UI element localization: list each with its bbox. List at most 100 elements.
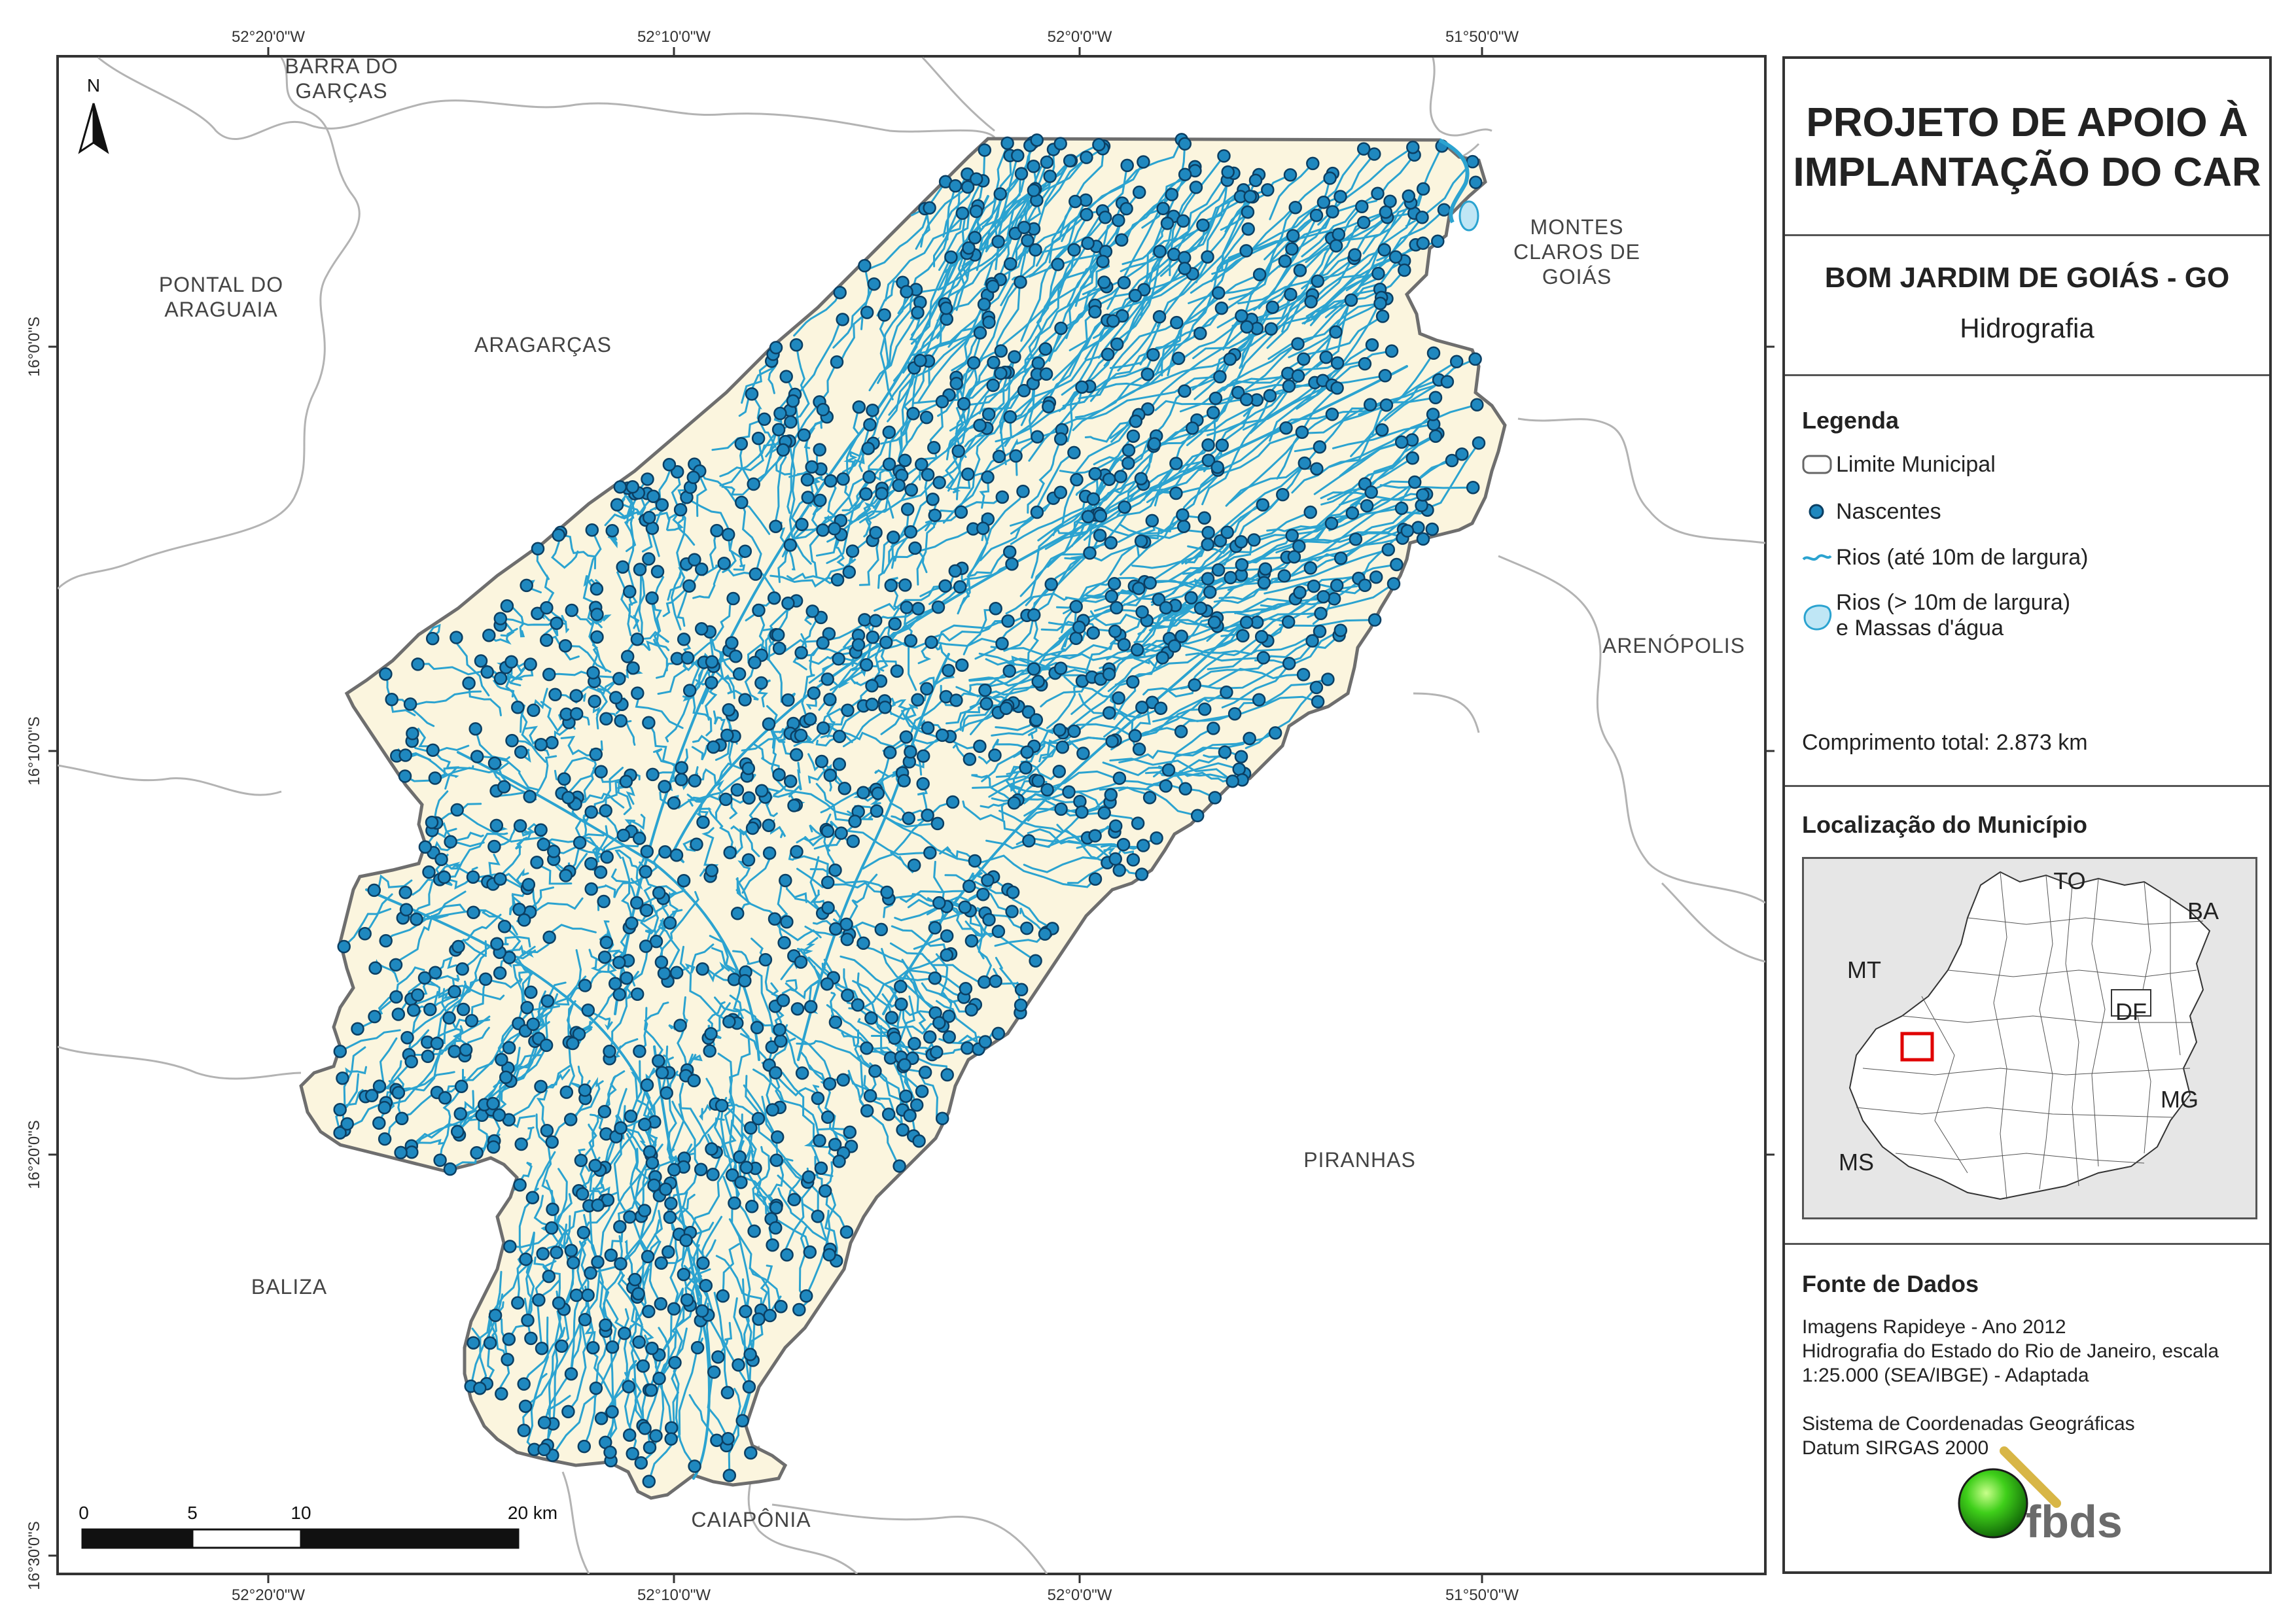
spring-point bbox=[550, 1246, 563, 1259]
spring-point bbox=[430, 1036, 444, 1051]
spring-point bbox=[769, 519, 783, 533]
legend-label-massas-1: Rios (> 10m de largura) bbox=[1836, 590, 2071, 615]
spring-point bbox=[333, 1103, 347, 1117]
spring-point bbox=[566, 1255, 580, 1270]
source-line-5: Sistema de Coordenadas Geográficas bbox=[1802, 1413, 2135, 1435]
spring-point bbox=[918, 1066, 932, 1079]
spring-point bbox=[860, 305, 874, 319]
spring-point bbox=[1007, 796, 1021, 810]
spring-point bbox=[1306, 156, 1320, 171]
spring-point bbox=[641, 472, 654, 486]
spring-point bbox=[1324, 516, 1339, 531]
spring-point bbox=[561, 1405, 575, 1419]
spring-point bbox=[1108, 819, 1123, 833]
spring-point bbox=[973, 418, 987, 432]
spring-point bbox=[1081, 236, 1095, 251]
spring-point bbox=[882, 457, 896, 471]
spring-point bbox=[1235, 309, 1248, 323]
spring-point bbox=[951, 444, 965, 458]
spring-point bbox=[398, 748, 412, 762]
spring-point bbox=[690, 837, 703, 851]
spring-point bbox=[590, 608, 604, 621]
spring-point bbox=[976, 887, 990, 901]
spring-point bbox=[989, 974, 1002, 988]
spring-point bbox=[1011, 148, 1025, 162]
spring-point bbox=[1344, 293, 1358, 307]
spring-point bbox=[1140, 367, 1155, 381]
spring-point bbox=[757, 412, 771, 427]
spring-point bbox=[940, 1068, 954, 1082]
spring-point bbox=[1003, 410, 1017, 424]
spring-point bbox=[642, 1475, 656, 1488]
spring-point bbox=[546, 1202, 559, 1216]
spring-point bbox=[379, 934, 393, 948]
spring-point bbox=[882, 425, 896, 440]
spring-point bbox=[1236, 629, 1250, 643]
spring-point bbox=[966, 356, 981, 370]
spring-point bbox=[597, 1104, 612, 1119]
spring-point bbox=[1167, 639, 1182, 653]
spring-point bbox=[863, 1089, 877, 1103]
spring-point bbox=[372, 1116, 386, 1130]
spring-point bbox=[913, 353, 927, 368]
spring-point bbox=[1377, 243, 1391, 257]
spring-point bbox=[1053, 485, 1068, 500]
spring-point bbox=[928, 508, 942, 522]
spring-point bbox=[780, 915, 794, 929]
spring-point bbox=[1038, 927, 1052, 941]
spring-point bbox=[1005, 905, 1019, 918]
spring-point bbox=[548, 688, 562, 701]
spring-point bbox=[962, 879, 976, 893]
spring-point bbox=[493, 872, 507, 886]
spring-point bbox=[499, 1070, 513, 1085]
spring-point bbox=[978, 143, 992, 157]
spring-point bbox=[981, 408, 996, 421]
spring-point bbox=[1314, 606, 1328, 621]
spring-point bbox=[1083, 546, 1097, 560]
spring-point bbox=[504, 655, 518, 669]
spring-point bbox=[1235, 558, 1249, 572]
spring-point bbox=[650, 565, 665, 579]
spring-point bbox=[1103, 706, 1116, 720]
spring-point bbox=[1291, 369, 1305, 383]
spring-point bbox=[1325, 408, 1339, 421]
spring-point bbox=[1309, 208, 1324, 222]
spring-point bbox=[524, 985, 538, 999]
spring-point bbox=[630, 632, 645, 646]
spring-point bbox=[473, 1381, 487, 1395]
spring-point bbox=[1276, 487, 1290, 502]
spring-point bbox=[423, 1002, 437, 1017]
spring-point bbox=[1135, 605, 1149, 619]
spring-point bbox=[908, 541, 922, 555]
spring-point bbox=[493, 966, 507, 980]
spring-point bbox=[694, 622, 709, 636]
spring-point bbox=[892, 1159, 906, 1173]
spring-point bbox=[1431, 234, 1445, 249]
spring-point bbox=[961, 467, 975, 481]
spring-point bbox=[851, 638, 866, 652]
spring-point bbox=[470, 750, 484, 763]
spring-point bbox=[630, 987, 645, 1001]
spring-point bbox=[1368, 147, 1381, 161]
spring-point bbox=[524, 1331, 538, 1346]
spring-point bbox=[1263, 389, 1277, 403]
spring-point bbox=[1021, 705, 1036, 719]
spring-point bbox=[816, 523, 830, 537]
spring-point bbox=[444, 835, 457, 849]
spring-point bbox=[887, 1031, 902, 1045]
spring-point bbox=[904, 745, 917, 759]
spring-point bbox=[1112, 691, 1125, 705]
neighbor-boundaries bbox=[58, 56, 1765, 1574]
spring-point bbox=[994, 366, 1008, 380]
spring-point bbox=[822, 627, 836, 641]
spring-point bbox=[531, 542, 545, 556]
spring-point bbox=[860, 1041, 874, 1055]
spring-point bbox=[1330, 578, 1344, 593]
spring-point bbox=[991, 1026, 1006, 1041]
spring-point bbox=[609, 691, 623, 705]
spring-point bbox=[1027, 160, 1040, 173]
spring-point bbox=[1226, 774, 1239, 788]
spring-point bbox=[636, 1359, 650, 1373]
divider bbox=[1785, 234, 2269, 236]
